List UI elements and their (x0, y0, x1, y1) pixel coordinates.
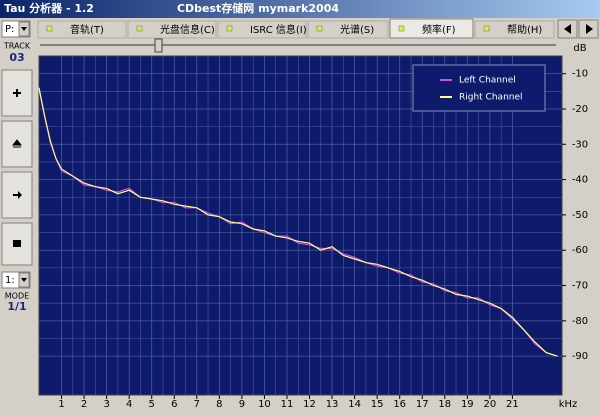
legend-label: Left Channel (459, 76, 516, 86)
tab-label: 音轨(T) (70, 23, 104, 36)
tab-label: 光盘信息(C) (160, 23, 215, 36)
y-tick-label: -50 (572, 210, 588, 221)
x-tick-label: 14 (348, 399, 361, 410)
x-tick-label: 2 (81, 399, 87, 410)
y-tick-label: -60 (572, 245, 588, 256)
tab[interactable] (37, 20, 127, 39)
x-tick-label: 8 (216, 399, 222, 410)
spectrum-line (38, 87, 558, 357)
tab[interactable] (474, 20, 555, 39)
tab-indicator (226, 25, 233, 32)
tab-indicator (46, 25, 53, 32)
sidebar-buttons (1, 69, 33, 266)
x-tick-label: 11 (281, 399, 294, 410)
track-label: TRACK (3, 42, 31, 51)
x-tick-label: 5 (149, 399, 155, 410)
x-tick-label: 7 (194, 399, 200, 410)
mode-label: MODE (5, 292, 29, 301)
spectrum-line (38, 89, 558, 357)
drive-label: P: (5, 24, 14, 35)
arrow-icon (13, 191, 22, 199)
x-tick-label: 15 (371, 399, 384, 410)
y-tick-label: -40 (572, 175, 588, 186)
eject-icon (11, 139, 23, 148)
title-bar (0, 0, 600, 18)
tab-indicator (316, 25, 323, 32)
y-tick-label: -20 (572, 104, 588, 115)
spectrum-chart: 1 2 3 4 5 6 7 8 9 10 11 12 13 14 15 16 17 18 19 20 21-10-20-… (38, 43, 588, 410)
plus-icon (13, 89, 21, 97)
x-axis-label: kHz (559, 399, 578, 410)
legend-label: Right Channel (459, 93, 523, 103)
x-tick-label: 4 (126, 399, 132, 410)
x-tick-label: 9 (239, 399, 245, 410)
x-tick-label: 21 (506, 399, 519, 410)
y-tick-label: -70 (572, 281, 588, 292)
track-number: 03 (9, 51, 24, 64)
x-tick-label: 20 (483, 399, 496, 410)
stop-icon (13, 240, 21, 247)
y-tick-label: -80 (572, 316, 588, 327)
x-tick-label: 1 (58, 399, 64, 410)
tab-label: 帮助(H) (507, 23, 542, 36)
combo-arrow (21, 27, 27, 31)
combo-arrow (21, 278, 27, 282)
tab[interactable] (389, 18, 474, 39)
legend-box (412, 64, 546, 112)
mode-value: 1/1 (7, 300, 26, 313)
x-tick-label: 6 (171, 399, 177, 410)
x-tick-label: 12 (303, 399, 316, 410)
x-tick-label: 16 (393, 399, 406, 410)
y-tick-label: -10 (572, 69, 588, 80)
tab-bar: 音轨(T) 光盘信息(C) ISRC 信息(I) 光谱(S) 频率(F) 帮助(H) (37, 18, 555, 39)
tab[interactable] (217, 20, 307, 39)
slider-thumb[interactable] (154, 38, 163, 53)
window-title: Tau 分析器 - 1.2 (4, 1, 94, 15)
x-tick-label: 10 (258, 399, 271, 410)
x-tick-label: 17 (416, 399, 429, 410)
window-subtitle: CDbest存储网 mymark2004 (177, 1, 339, 15)
mode-select: 1: (5, 275, 15, 286)
y-axis-label: dB (573, 43, 586, 54)
tab[interactable] (307, 20, 389, 39)
x-tick-label: 3 (103, 399, 109, 410)
tab-indicator (398, 25, 405, 32)
tab-label: 光谱(S) (340, 23, 374, 36)
y-tick-label: -30 (572, 139, 588, 150)
arrow-left (564, 24, 571, 34)
y-tick-label: -90 (572, 351, 588, 362)
tab-label: ISRC 信息(I) (250, 23, 307, 36)
eject-button[interactable] (1, 120, 33, 168)
tab[interactable] (127, 20, 217, 39)
tab-indicator (136, 25, 143, 32)
x-tick-label: 13 (326, 399, 339, 410)
x-tick-label: 19 (461, 399, 474, 410)
tab-label: 频率(F) (422, 23, 456, 36)
x-tick-label: 18 (438, 399, 451, 410)
tab-indicator (483, 25, 490, 32)
arrow-right (586, 24, 593, 34)
